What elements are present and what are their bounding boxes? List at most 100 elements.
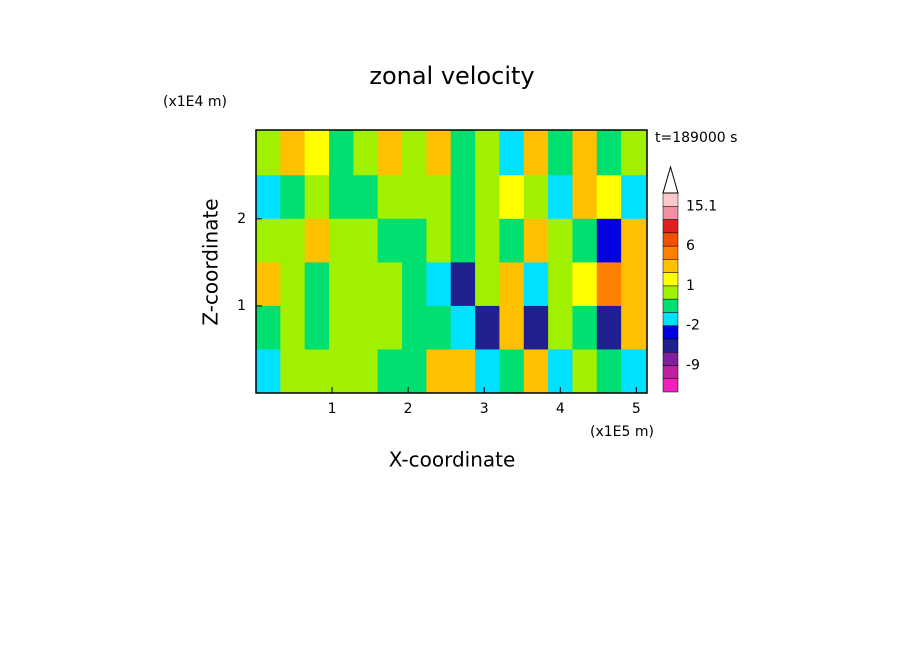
field-cell — [377, 349, 403, 394]
field-cell — [256, 305, 281, 350]
field-cell — [596, 218, 622, 263]
field-cell — [304, 218, 330, 263]
field-cell — [523, 305, 549, 350]
field-cell — [426, 218, 452, 263]
field-cell — [572, 218, 598, 263]
colorbar-tick-label: -9 — [686, 357, 700, 373]
colorbar-extend — [662, 165, 679, 194]
x-tick-label: 5 — [632, 401, 641, 417]
field-cell — [621, 305, 648, 350]
x-unit: (x1E5 m) — [590, 424, 654, 440]
field-cell — [475, 218, 500, 263]
field-cell — [280, 262, 306, 307]
field-cell — [329, 175, 354, 220]
field-cell — [475, 175, 500, 220]
field-cell — [475, 305, 500, 350]
field-cell — [353, 130, 379, 176]
colorbar-segment — [662, 378, 679, 393]
x-tick-label: 4 — [556, 401, 565, 417]
field-cell — [377, 305, 403, 350]
field-cell — [621, 349, 648, 394]
field-cell — [280, 130, 306, 176]
field-cell — [499, 175, 525, 220]
colorbar-segment — [662, 298, 679, 313]
field-cell — [402, 175, 427, 220]
field-cell — [523, 130, 549, 176]
field-cell — [426, 305, 452, 350]
field-cell — [523, 262, 549, 307]
field-cell — [256, 218, 281, 263]
field-cell — [280, 218, 306, 263]
field-cell — [548, 218, 573, 263]
field-cell — [280, 349, 306, 394]
x-axis-label: X-coordinate — [389, 448, 516, 472]
field-cell — [548, 175, 573, 220]
field-cell — [402, 305, 427, 350]
field-cell — [353, 262, 379, 307]
field-cell — [499, 349, 525, 394]
colorbar-segment — [662, 285, 679, 300]
field-cell — [353, 175, 379, 220]
colorbar-segment — [662, 338, 679, 353]
field-cell — [523, 175, 549, 220]
field-cell — [377, 262, 403, 307]
x-tick-label: 2 — [404, 401, 413, 417]
y-axis-label: Z-coordinate — [199, 198, 223, 325]
field-cell — [304, 305, 330, 350]
field-cell — [450, 349, 476, 394]
field-cell — [256, 262, 281, 307]
colorbar-segment — [662, 245, 679, 260]
field-cell — [426, 130, 452, 176]
field-cell — [329, 349, 354, 394]
plot-frame — [255, 129, 648, 394]
y-tick-label: 2 — [237, 211, 246, 227]
field-cell — [402, 218, 427, 263]
field-cell — [621, 175, 648, 220]
field-cell — [329, 262, 354, 307]
field-cell — [450, 130, 476, 176]
field-cell — [499, 218, 525, 263]
field-cell — [475, 349, 500, 394]
field — [256, 130, 648, 394]
field-cell — [523, 218, 549, 263]
field-cell — [256, 349, 281, 394]
field-cell — [304, 262, 330, 307]
field-cell — [402, 262, 427, 307]
field-cell — [256, 130, 281, 176]
x-tick-label: 3 — [480, 401, 489, 417]
field-cell — [596, 305, 622, 350]
field-cell — [523, 349, 549, 394]
field-cell — [572, 349, 598, 394]
colorbar-tick-label: 15.1 — [686, 198, 717, 214]
field-cell — [621, 262, 648, 307]
field-cell — [475, 262, 500, 307]
colorbar-segment — [662, 325, 679, 340]
field-cell — [499, 305, 525, 350]
colorbar-segment — [662, 206, 679, 220]
field-cell — [377, 218, 403, 263]
x-tick-label: 1 — [328, 401, 337, 417]
colorbar-tick-label: 1 — [686, 278, 695, 294]
field-cell — [426, 349, 452, 394]
field-cell — [572, 130, 598, 176]
field-cell — [548, 349, 573, 394]
colorbar — [662, 192, 679, 393]
field-cell — [353, 305, 379, 350]
field-cell — [548, 262, 573, 307]
field-cell — [402, 130, 427, 176]
field-cell — [450, 175, 476, 220]
colorbar-segment — [662, 192, 679, 207]
field-cell — [450, 262, 476, 307]
field-cell — [450, 305, 476, 350]
field-cell — [402, 349, 427, 394]
field-cell — [596, 262, 622, 307]
field-cell — [377, 130, 403, 176]
field-cell — [304, 130, 330, 176]
colorbar-segment — [662, 365, 679, 379]
field-cell — [426, 175, 452, 220]
field-cell — [499, 130, 525, 176]
colorbar-segment — [662, 272, 679, 287]
field-cell — [621, 130, 648, 176]
colorbar-segment — [662, 219, 679, 234]
field-cell — [548, 305, 573, 350]
